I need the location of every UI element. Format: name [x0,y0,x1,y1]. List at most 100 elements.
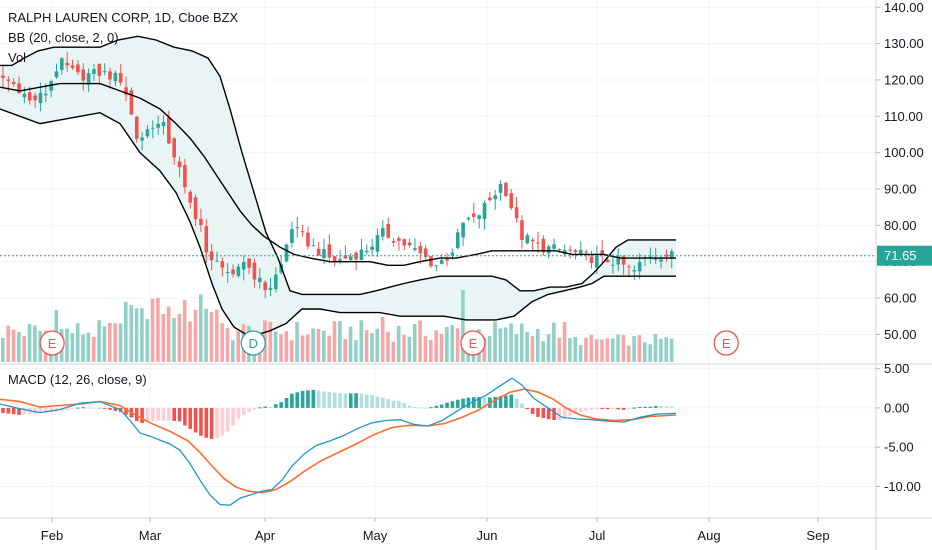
macd-hist-bar [86,407,91,409]
macd-hist-bar [407,405,412,408]
volume-bar [621,335,626,362]
price-tick-label: 100.00 [884,145,924,160]
volume-bar [412,323,417,362]
earnings-marker[interactable]: E [39,330,65,356]
macd-tick-label: 5.00 [884,361,909,376]
legend-title: RALPH LAUREN CORP, 1D, Cboe BZX [8,10,238,25]
macd-hist-bar [514,398,519,408]
volume-indicator-label[interactable]: Vol [8,50,27,65]
macd-hist-bar [183,407,187,426]
macd-hist-bar [76,407,80,409]
price-tick-label: 60.00 [884,291,917,306]
macd-hist-bar [648,406,653,408]
candle-body [600,250,604,256]
volume-bar [643,342,647,362]
macd-hist-bar [498,396,503,408]
volume-bar [364,330,369,362]
volume-bar [113,323,117,362]
time-axis[interactable]: Feb Mar Apr May Jun Jul Aug Sep [41,518,830,543]
candle-body [648,256,653,258]
volume-bar [396,325,401,362]
candle-body [621,256,626,265]
time-tick-label: Jul [589,528,606,543]
candle-body [258,277,262,283]
volume-bar [225,327,230,362]
candles [1,52,674,299]
macd-tick-label: -10.00 [884,479,921,494]
macd-hist-bar [653,405,658,408]
candle-body [140,137,144,141]
candle-body [183,165,187,188]
candle-body [584,251,588,253]
macd-hist-bar [22,407,27,415]
volume-bar [75,323,80,362]
candle-body [568,249,572,251]
legend-macd[interactable]: MACD (12, 26, close, 9) [8,372,147,387]
event-marker-label: E [469,336,478,351]
macd-hist-bar [268,406,273,408]
candle-body [177,161,182,168]
volume-bar [17,331,21,362]
volume-bar [289,340,294,362]
candle-body [295,227,300,229]
candle-body [589,256,594,264]
candle-body [215,260,219,262]
volume-bar [156,298,160,362]
candle-body [498,183,503,193]
volume-bar [546,334,551,362]
candle-body [311,245,316,247]
macd-hist-bar [439,404,444,408]
candle-body [76,64,80,73]
macd-hist-bar [418,407,423,409]
candle-body [81,69,86,81]
macd-hist-bar [568,407,572,417]
candle-body [108,71,112,80]
price-tick-label: 80.00 [884,218,917,233]
volume-bar [65,328,69,362]
macd-hist-bar [450,401,455,408]
macd-tick-label: -5.00 [884,440,914,455]
volume-bar [461,290,465,362]
volume-bar [81,334,85,362]
volume-bar [407,336,412,362]
dividend-marker[interactable]: D [240,330,266,356]
legend-vol[interactable]: Vol [8,50,26,65]
macd-tick-label: 0.00 [884,400,909,415]
volume-bar [108,322,112,362]
earnings-marker[interactable]: E [713,330,739,356]
volume-bar [102,326,107,362]
volume-bar [209,311,214,362]
legend-bb[interactable]: BB (20, close, 2, 0) [8,30,119,45]
candle-body [92,69,96,74]
volume-bar [231,340,235,362]
macd-hist-bar [327,392,332,408]
macd-indicator-label[interactable]: MACD (12, 26, close, 9) [8,372,147,387]
volume-bar [573,336,578,362]
candle-body [151,127,155,129]
candle-body [54,71,59,78]
volume-bar [311,328,315,362]
candle-body [247,258,251,268]
event-marker-label: E [722,336,731,351]
macd-hist-bar [632,407,637,409]
candle-body [118,73,123,83]
volume-bar [610,338,615,362]
candle-body [161,122,166,127]
earnings-marker[interactable]: E [460,330,486,356]
macd-hist-bar [236,407,241,420]
candle-body [595,255,599,268]
macd-hist-bar [81,407,86,409]
candle-body [520,220,524,240]
volume-bar [637,335,642,362]
macd-hist-bar [161,407,166,421]
macd-histogram [1,389,674,439]
bb-indicator-label[interactable]: BB (20, close, 2, 0) [8,30,119,45]
symbol-title[interactable]: RALPH LAUREN CORP, 1D, Cboe BZX [8,10,239,25]
candle-body [129,90,134,115]
candle-body [573,250,578,253]
bb-band-fill [0,36,676,335]
macd-hist-bar [509,394,514,408]
volume-bar [503,327,508,362]
candle-body [60,58,64,70]
